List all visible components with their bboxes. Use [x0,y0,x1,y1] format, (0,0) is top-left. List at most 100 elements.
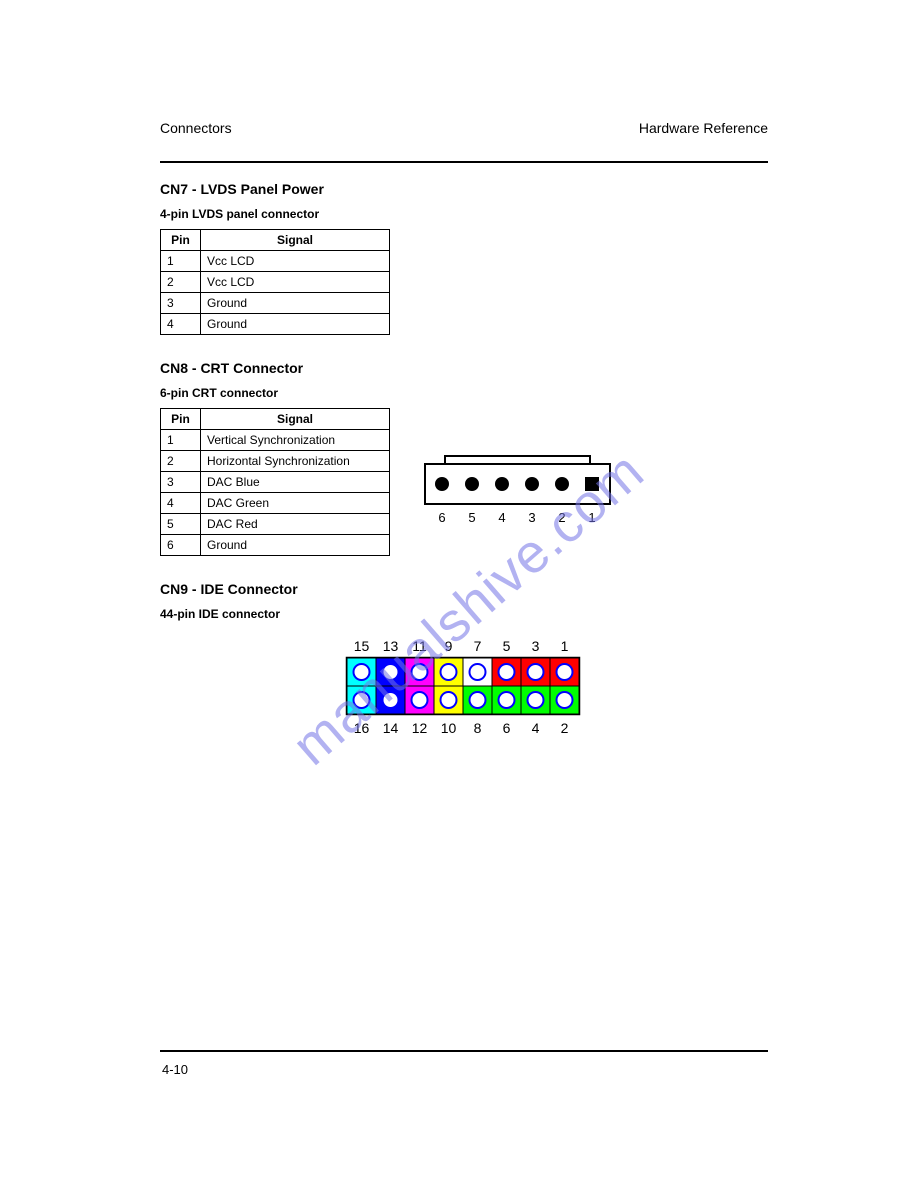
cell: Vcc LCD [201,251,390,272]
connector-pin-label: 6 [502,720,510,736]
connector-pin-label: 10 [440,720,456,736]
cell: Horizontal Synchronization [201,451,390,472]
pin-label: 6 [438,510,445,525]
header-left: Connectors [160,120,232,136]
cell: 2 [161,272,201,293]
connector-pin-icon [382,692,398,708]
cn7-title: CN7 - LVDS Panel Power [160,181,768,197]
cell: 6 [161,535,201,556]
table-row: 5DAC Red [161,514,390,535]
connector-pin-icon [556,664,572,680]
pin-square [585,477,599,491]
header-right: Hardware Reference [639,120,768,136]
connector-pin-icon [556,692,572,708]
table-row: 2Vcc LCD [161,272,390,293]
cell: Vertical Synchronization [201,430,390,451]
connector-pin-icon [440,692,456,708]
connector-pin-icon [498,692,514,708]
pin-label: 4 [498,510,505,525]
cn8-title: CN8 - CRT Connector [160,360,768,376]
connector-pin-icon [527,692,543,708]
connector-pin-label: 11 [412,638,427,654]
connector-pin-icon [469,692,485,708]
table-row: 1Vertical Synchronization [161,430,390,451]
cell: 1 [161,251,201,272]
page-footer: 4-10 [162,1062,768,1077]
connector-pin-icon [498,664,514,680]
cell: DAC Blue [201,472,390,493]
pin-label: 3 [528,510,535,525]
connector-pin-label: 2 [560,720,568,736]
pin-label: 1 [588,510,595,525]
cell: 3 [161,472,201,493]
divider-top [160,161,768,163]
cn8-subtitle: 6-pin CRT connector [160,386,768,400]
table-row: 2Horizontal Synchronization [161,451,390,472]
table-row: Pin Signal [161,230,390,251]
page: Connectors Hardware Reference CN7 - LVDS… [0,0,918,1197]
cn7-subtitle: 4-pin LVDS panel connector [160,207,768,221]
connector-pin-label: 1 [560,638,568,654]
cell: 1 [161,430,201,451]
connector-pin-label: 16 [353,720,369,736]
section-cn8: CN8 - CRT Connector 6-pin CRT connector … [160,360,768,581]
cell: 3 [161,293,201,314]
pin-dot [495,477,509,491]
connector-pin-label: 14 [382,720,398,736]
cell: 4 [161,314,201,335]
cell: Ground [201,535,390,556]
cell: 5 [161,514,201,535]
pin-dot [435,477,449,491]
pin-dot [465,477,479,491]
cn9-title: CN9 - IDE Connector [160,581,768,597]
pin-dot [555,477,569,491]
page-header: Connectors Hardware Reference [160,120,768,136]
cn8-table: Pin Signal 1Vertical Synchronization 2Ho… [160,408,390,556]
divider-bottom [160,1050,768,1052]
cn8-diagram: 6 5 4 3 2 1 [420,444,615,537]
section-cn9: CN9 - IDE Connector 44-pin IDE connector… [160,581,768,746]
connector-pin-label: 12 [411,720,427,736]
connector-pin-icon [527,664,543,680]
pin-label: 5 [468,510,475,525]
connector-pin-icon [440,664,456,680]
connector-pin-icon [411,664,427,680]
connector-pin-icon [469,664,485,680]
connector-pin-icon [353,664,369,680]
connector-pin-label: 9 [444,638,452,654]
cell: Ground [201,293,390,314]
col-signal: Signal [201,230,390,251]
table-row: 1Vcc LCD [161,251,390,272]
pin-dot [525,477,539,491]
table-row: 4DAC Green [161,493,390,514]
cell: Vcc LCD [201,272,390,293]
cell: DAC Red [201,514,390,535]
cn7-table: Pin Signal 1Vcc LCD 2Vcc LCD 3Ground 4Gr… [160,229,390,335]
connector-pin-label: 7 [473,638,481,654]
cell: 4 [161,493,201,514]
cell: 2 [161,451,201,472]
col-pin: Pin [161,230,201,251]
table-row: 3Ground [161,293,390,314]
pin-label: 2 [558,510,565,525]
connector-pin-label: 13 [382,638,398,654]
section-cn7: CN7 - LVDS Panel Power 4-pin LVDS panel … [160,181,768,335]
connector-pin-icon [353,692,369,708]
table-row: 4Ground [161,314,390,335]
connector-pin-label: 15 [353,638,369,654]
table-row: Pin Signal [161,409,390,430]
cell: Ground [201,314,390,335]
connector-pin-icon [382,664,398,680]
cn9-subtitle: 44-pin IDE connector [160,607,768,621]
col-pin: Pin [161,409,201,430]
connector-pin-label: 3 [531,638,539,654]
table-row: 6Ground [161,535,390,556]
connector-pin-label: 8 [473,720,481,736]
connector-pin-label: 5 [502,638,510,654]
connector-pin-label: 4 [531,720,539,736]
col-signal: Signal [201,409,390,430]
table-row: 3DAC Blue [161,472,390,493]
cell: DAC Green [201,493,390,514]
connector-pin-icon [411,692,427,708]
cn9-diagram: 15 13 11 9 7 5 3 1 16 14 12 10 8 6 4 2 [337,633,592,743]
